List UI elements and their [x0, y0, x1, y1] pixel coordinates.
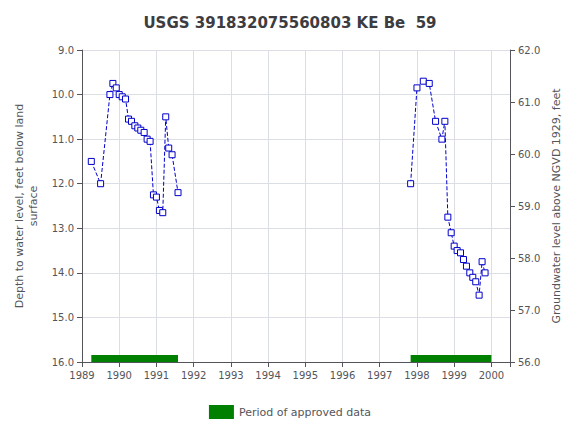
svg-text:2000: 2000 — [479, 370, 504, 381]
svg-text:61.0: 61.0 — [518, 97, 540, 108]
svg-text:surface: surface — [27, 185, 40, 226]
svg-text:58.0: 58.0 — [518, 253, 540, 264]
svg-text:14.0: 14.0 — [52, 267, 74, 278]
svg-text:16.0: 16.0 — [52, 357, 74, 368]
svg-text:9.0: 9.0 — [58, 45, 74, 56]
svg-text:1990: 1990 — [106, 370, 131, 381]
svg-text:1991: 1991 — [144, 370, 169, 381]
svg-text:60.0: 60.0 — [518, 149, 540, 160]
svg-text:USGS 391832075560803 KE Be 59: USGS 391832075560803 KE Be 59 — [143, 14, 436, 32]
svg-text:Depth to water level, feet bel: Depth to water level, feet below land — [13, 104, 26, 309]
svg-text:10.0: 10.0 — [52, 89, 74, 100]
svg-text:13.0: 13.0 — [52, 223, 74, 234]
svg-text:1999: 1999 — [441, 370, 466, 381]
svg-text:1996: 1996 — [330, 370, 355, 381]
svg-text:1998: 1998 — [404, 370, 429, 381]
svg-text:1997: 1997 — [367, 370, 392, 381]
svg-text:1992: 1992 — [181, 370, 206, 381]
svg-text:11.0: 11.0 — [52, 134, 74, 145]
svg-text:56.0: 56.0 — [518, 357, 540, 368]
svg-text:12.0: 12.0 — [52, 178, 74, 189]
svg-text:57.0: 57.0 — [518, 305, 540, 316]
svg-text:1989: 1989 — [69, 370, 94, 381]
svg-text:15.0: 15.0 — [52, 312, 74, 323]
svg-text:Period of approved data: Period of approved data — [239, 406, 371, 419]
svg-text:Groundwater level above NGVD 1: Groundwater level above NGVD 1929, feet — [550, 88, 563, 324]
svg-text:62.0: 62.0 — [518, 45, 540, 56]
svg-text:59.0: 59.0 — [518, 201, 540, 212]
svg-text:1993: 1993 — [218, 370, 243, 381]
svg-text:1994: 1994 — [255, 370, 280, 381]
svg-text:1995: 1995 — [293, 370, 318, 381]
